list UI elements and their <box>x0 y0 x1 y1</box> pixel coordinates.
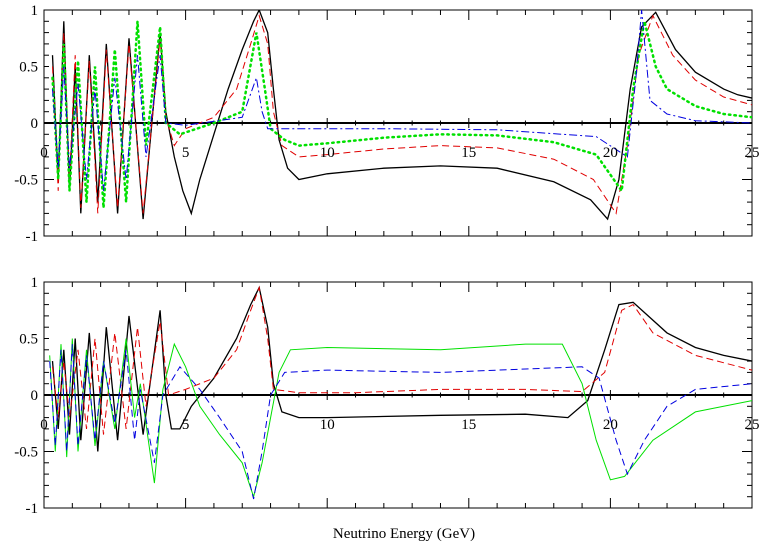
x-tick-label: 20 <box>603 417 618 433</box>
y-tick-label: -1 <box>26 501 39 517</box>
y-tick-label: -0.5 <box>14 445 38 461</box>
series-line-0 <box>51 10 752 221</box>
x-tick-label: 5 <box>182 417 190 433</box>
x-axis-label: Neutrino Energy (GeV) <box>333 526 475 542</box>
y-tick-label: 0 <box>31 388 39 404</box>
x-tick-label: 20 <box>603 145 618 161</box>
y-tick-label: 0.5 <box>19 332 38 348</box>
bottom-panel: 0 5 10 15 20 25-1-0.500.51 <box>14 275 759 517</box>
y-tick-label: -1 <box>26 229 39 245</box>
y-tick-label: 1 <box>31 275 39 291</box>
x-tick-label: 15 <box>461 417 476 433</box>
x-tick-label: 25 <box>745 417 759 433</box>
series-line-3 <box>49 344 752 500</box>
x-tick-label: 10 <box>320 145 335 161</box>
top-panel: 0 5 10 15 20 25-1-0.500.51 <box>14 3 759 245</box>
x-tick-label: 0 <box>40 417 48 433</box>
y-tick-label: -0.5 <box>14 173 38 189</box>
series-line-1 <box>52 285 752 435</box>
series-line-2 <box>49 338 752 499</box>
series-line-0 <box>51 285 752 452</box>
series-line-3 <box>52 10 752 191</box>
y-tick-label: 1 <box>31 3 39 19</box>
y-tick-label: 0 <box>31 116 39 132</box>
x-tick-label: 5 <box>182 145 190 161</box>
x-tick-label: 15 <box>461 145 476 161</box>
x-tick-label: 10 <box>320 417 335 433</box>
series-line-1 <box>52 13 752 215</box>
x-tick-label: 25 <box>745 145 759 161</box>
x-tick-label: 0 <box>40 145 48 161</box>
series-line-2 <box>51 20 752 208</box>
y-tick-label: 0.5 <box>19 60 38 76</box>
